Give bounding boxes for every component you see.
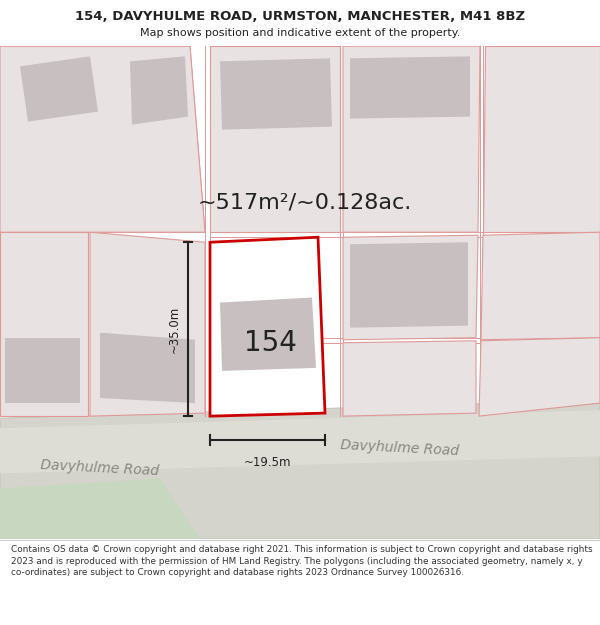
Text: Davyhulme Road: Davyhulme Road: [40, 458, 160, 479]
Text: ~35.0m: ~35.0m: [167, 306, 181, 352]
Polygon shape: [481, 232, 600, 340]
Polygon shape: [0, 410, 600, 473]
Polygon shape: [0, 479, 200, 539]
Polygon shape: [343, 341, 476, 416]
Polygon shape: [5, 338, 80, 403]
Polygon shape: [100, 332, 195, 403]
Polygon shape: [90, 232, 205, 416]
Polygon shape: [479, 338, 600, 416]
Polygon shape: [350, 242, 468, 328]
Polygon shape: [210, 238, 325, 416]
Text: Map shows position and indicative extent of the property.: Map shows position and indicative extent…: [140, 28, 460, 38]
Text: ~19.5m: ~19.5m: [244, 456, 291, 469]
Text: 154, DAVYHULME ROAD, URMSTON, MANCHESTER, M41 8BZ: 154, DAVYHULME ROAD, URMSTON, MANCHESTER…: [75, 10, 525, 23]
Polygon shape: [483, 46, 600, 232]
Text: 154: 154: [244, 329, 296, 357]
Text: Davyhulme Road: Davyhulme Road: [340, 438, 460, 458]
Polygon shape: [220, 298, 316, 371]
Polygon shape: [343, 235, 478, 340]
Polygon shape: [20, 56, 98, 122]
Polygon shape: [0, 46, 205, 232]
Polygon shape: [130, 56, 188, 124]
Text: Contains OS data © Crown copyright and database right 2021. This information is : Contains OS data © Crown copyright and d…: [11, 545, 592, 578]
Polygon shape: [0, 232, 88, 416]
Polygon shape: [220, 58, 332, 129]
Polygon shape: [343, 46, 480, 232]
Polygon shape: [350, 56, 470, 119]
Text: ~517m²/~0.128ac.: ~517m²/~0.128ac.: [198, 192, 412, 212]
Polygon shape: [0, 400, 600, 539]
Polygon shape: [210, 46, 340, 232]
